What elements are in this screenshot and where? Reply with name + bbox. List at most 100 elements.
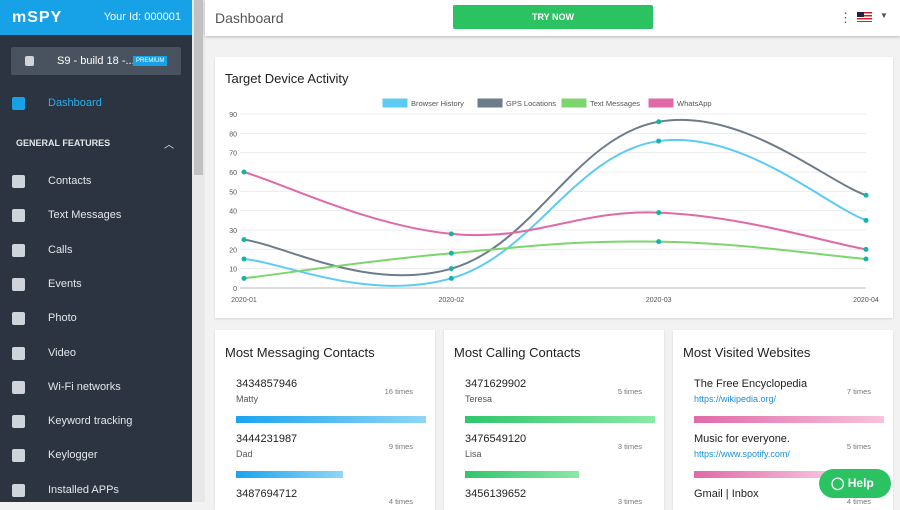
- help-label: Help: [847, 476, 874, 490]
- nav-icon: [12, 380, 25, 394]
- nav-label: Text Messages: [48, 209, 122, 222]
- nav-item[interactable]: Events: [0, 268, 192, 302]
- nav-icon: [12, 277, 25, 291]
- data-point: [241, 237, 247, 243]
- user-id: Your Id: 000001: [103, 11, 181, 23]
- x-tick-label: 2020-02: [438, 297, 464, 304]
- item-name: 3487694712: [236, 488, 298, 500]
- try-now-button[interactable]: TRY NOW: [453, 5, 653, 29]
- data-point: [241, 275, 247, 281]
- data-point: [863, 246, 869, 252]
- nav-icon: [12, 175, 25, 188]
- legend-label: Browser History: [411, 99, 464, 108]
- nav-label: Keylogger: [48, 449, 98, 462]
- legend-label: WhatsApp: [677, 99, 712, 108]
- card-title: Most Messaging Contacts: [225, 345, 375, 360]
- item-bar: [236, 416, 426, 423]
- device-selector[interactable]: S9 - build 18 -... PREMIUM: [11, 47, 181, 75]
- item-count: 7 times: [846, 387, 871, 396]
- chart-card: Target Device Activity 0 10 20 30 40 50 60 70 80…: [215, 57, 893, 318]
- series-line: [243, 240, 867, 280]
- sidebar: mSPY Your Id: 000001 S9 - build 18 -... …: [0, 0, 192, 502]
- x-tick-label: 2020-04: [853, 297, 879, 304]
- nav-icon: [12, 346, 25, 360]
- data-point: [448, 250, 454, 256]
- item-name: 3471629902: [465, 378, 527, 390]
- premium-badge: PREMIUM: [133, 56, 168, 66]
- nav-label: Dashboard: [48, 97, 102, 109]
- nav-item[interactable]: Installed APPs: [0, 474, 192, 508]
- item-link[interactable]: https://www.spotify.com/: [694, 449, 790, 459]
- data-point: [448, 275, 454, 281]
- card-title: Most Calling Contacts: [454, 345, 581, 360]
- nav-icon: [12, 243, 25, 257]
- card-title: Most Visited Websites: [683, 345, 811, 360]
- nav-icon: [12, 312, 25, 326]
- item-name: 3434857946: [236, 378, 298, 390]
- series-line: [243, 118, 867, 277]
- data-point: [448, 266, 454, 272]
- y-tick-label: 70: [229, 151, 237, 158]
- y-tick-label: 0: [233, 286, 237, 293]
- item-name: 3476549120: [465, 433, 527, 445]
- nav-item[interactable]: Contacts: [0, 165, 192, 199]
- y-tick-label: 20: [229, 247, 237, 254]
- page-title: Dashboard: [215, 10, 284, 26]
- nav-label: Video: [48, 346, 76, 359]
- nav-icon: [12, 415, 25, 429]
- device-name: S9 - build 18 -...: [57, 55, 135, 67]
- item-bar: [465, 471, 579, 478]
- item-link[interactable]: https://wikipedia.org/: [694, 394, 777, 404]
- nav-item[interactable]: Calls: [0, 234, 192, 268]
- nav-item[interactable]: Wi-Fi networks: [0, 371, 192, 405]
- nav-item[interactable]: Keylogger: [0, 439, 192, 473]
- chart: Target Device Activity 0 10 20 30 40 50 60 70 80…: [225, 71, 879, 304]
- y-tick-label: 30: [229, 228, 237, 235]
- data-point: [448, 231, 454, 237]
- legend-swatch: [561, 98, 587, 108]
- legend-label: GPS Locations: [506, 99, 556, 108]
- help-button[interactable]: ◯ Help: [819, 469, 891, 498]
- item-bar: [694, 471, 830, 478]
- nav-label: Installed APPs: [48, 483, 119, 496]
- item-sub: Matty: [236, 394, 259, 404]
- nav-item[interactable]: Video: [0, 337, 192, 371]
- nav-icon: [12, 483, 25, 497]
- nav-item-active[interactable]: Dashboard: [0, 87, 192, 121]
- nav-icon: [12, 449, 25, 463]
- series-line: [243, 138, 867, 287]
- item-bar: [236, 471, 343, 478]
- series-line: [243, 171, 867, 251]
- item-count: 3 times: [617, 442, 642, 451]
- list-card: Most Calling Contacts 3471629902 Teresa 5 t…: [444, 330, 664, 510]
- data-point: [656, 210, 662, 216]
- data-point: [656, 239, 662, 245]
- dropdown-icon[interactable]: ▼: [880, 11, 888, 20]
- nav-label: Calls: [48, 243, 73, 256]
- nav-item[interactable]: Keyword tracking: [0, 405, 192, 439]
- logo-bar: mSPY Your Id: 000001: [0, 0, 192, 35]
- nav-label: Events: [48, 277, 82, 290]
- menu-icon[interactable]: ⋮: [839, 10, 852, 25]
- collapse-icon[interactable]: ︿: [164, 140, 174, 151]
- legend-label: Text Messages: [590, 99, 640, 108]
- chart-title: Target Device Activity: [225, 71, 349, 86]
- list-card: Most Messaging Contacts 3434857946 Matty 16…: [215, 330, 435, 510]
- nav-item[interactable]: Photo: [0, 302, 192, 336]
- item-name: Music for everyone.: [694, 433, 790, 445]
- android-icon: [25, 56, 34, 66]
- nav-item[interactable]: Text Messages: [0, 199, 192, 233]
- item-bar: [694, 416, 884, 423]
- nav-label: Photo: [48, 312, 77, 325]
- item-count: 5 times: [617, 387, 642, 396]
- nav-label: Wi-Fi networks: [48, 380, 121, 393]
- data-point: [656, 138, 662, 144]
- legend-swatch: [477, 98, 503, 108]
- item-count: 9 times: [388, 442, 413, 451]
- legend-swatch: [648, 98, 674, 108]
- scrollbar-thumb[interactable]: [194, 0, 203, 175]
- nav-label: Contacts: [48, 175, 92, 187]
- logo[interactable]: mSPY: [12, 9, 63, 26]
- flag-icon[interactable]: [857, 12, 872, 22]
